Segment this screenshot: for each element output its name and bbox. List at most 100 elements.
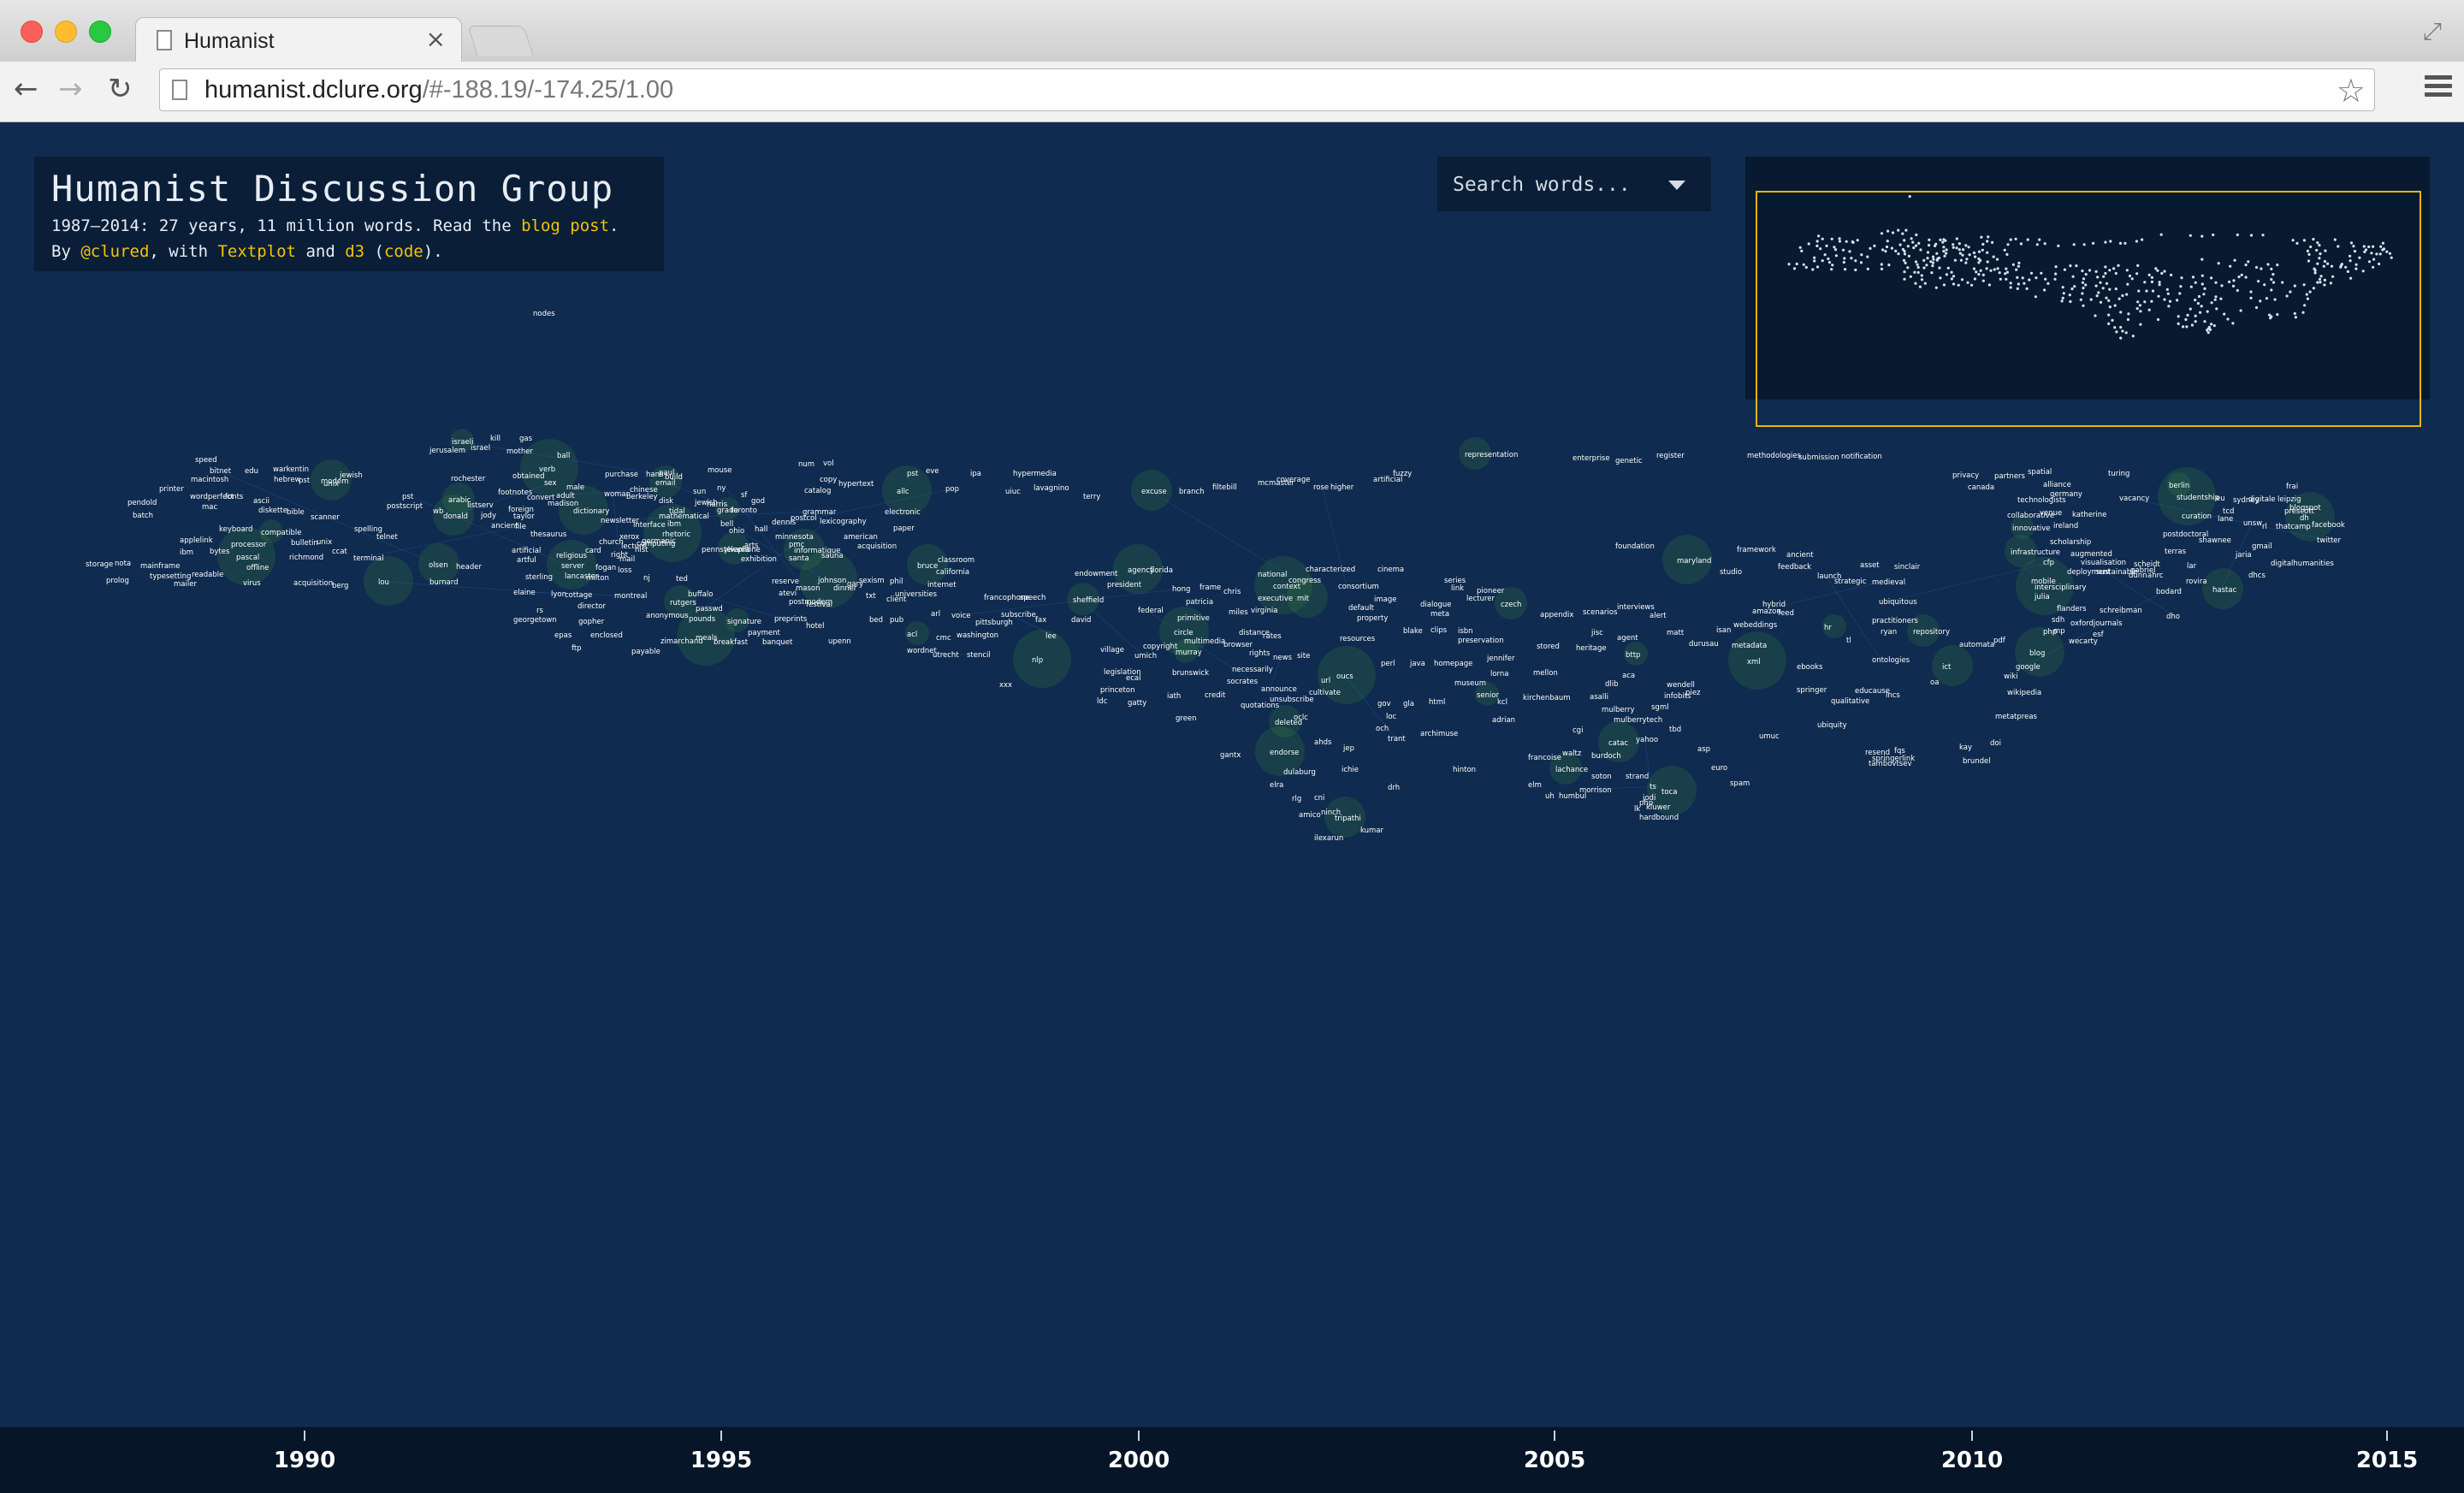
word-label[interactable]: leipzig: [2277, 495, 2301, 504]
word-label[interactable]: obtained: [512, 472, 545, 481]
word-label[interactable]: hans: [646, 471, 664, 479]
word-label[interactable]: jaria: [2235, 551, 2252, 560]
word-label[interactable]: email: [655, 479, 675, 488]
word-label[interactable]: tidal: [669, 507, 685, 516]
word-label[interactable]: kumar: [1360, 826, 1384, 835]
word-label[interactable]: umuc: [1759, 732, 1780, 741]
word-label[interactable]: flanders: [2057, 605, 2087, 613]
word-label[interactable]: purchase: [605, 471, 638, 479]
word-label[interactable]: url: [1321, 677, 1330, 685]
word-label[interactable]: copy: [820, 476, 837, 484]
word-label[interactable]: credit: [1205, 691, 1226, 700]
word-label[interactable]: och: [1376, 725, 1389, 733]
word-label[interactable]: php: [1639, 799, 1653, 808]
word-label[interactable]: endowment: [1075, 570, 1118, 578]
word-label[interactable]: terry: [1083, 493, 1100, 501]
word-label[interactable]: lancaster: [565, 572, 599, 581]
word-label[interactable]: georgetown: [513, 616, 557, 625]
word-label[interactable]: acquisition: [857, 542, 897, 551]
word-label[interactable]: thesaurus: [530, 530, 567, 539]
word-label[interactable]: clips: [1430, 626, 1448, 635]
word-label[interactable]: mulberrytech: [1614, 716, 1662, 725]
word-label[interactable]: canada: [1968, 483, 1994, 492]
word-label[interactable]: twitter: [2317, 536, 2342, 545]
word-label[interactable]: interviews: [1617, 603, 1655, 612]
word-label[interactable]: hebrew: [274, 476, 301, 484]
word-label[interactable]: dictionary: [573, 507, 609, 516]
word-label[interactable]: atevi: [779, 589, 797, 598]
word-label[interactable]: fqs: [1894, 747, 1905, 755]
word-label[interactable]: doi: [1990, 739, 2001, 748]
word-label[interactable]: wendell: [1667, 681, 1695, 690]
word-label[interactable]: ubiquity: [1817, 721, 1847, 730]
word-label[interactable]: telephone: [724, 546, 761, 554]
word-label[interactable]: nlp: [1032, 656, 1043, 665]
word-label[interactable]: wordnet: [907, 647, 938, 655]
word-label[interactable]: ahrc: [2147, 572, 2164, 580]
word-label[interactable]: ascii: [253, 497, 270, 506]
word-label[interactable]: cmc: [936, 634, 951, 643]
word-label[interactable]: upenn: [828, 637, 851, 646]
word-label[interactable]: wb: [433, 507, 443, 516]
word-label[interactable]: catalog: [804, 487, 831, 495]
word-label[interactable]: uiuc: [1005, 488, 1021, 496]
word-label[interactable]: uh: [1545, 792, 1555, 801]
word-label[interactable]: primitive: [1177, 614, 1210, 623]
word-label[interactable]: johnson: [817, 577, 846, 585]
word-label[interactable]: burnard: [429, 578, 458, 587]
word-label[interactable]: java: [1409, 660, 1425, 668]
word-label[interactable]: isbn: [1458, 627, 1473, 636]
word-label[interactable]: gary: [847, 580, 863, 589]
word-label[interactable]: consortium: [1338, 583, 1379, 591]
word-label[interactable]: sdh: [2052, 616, 2064, 625]
word-label[interactable]: zimarchand: [660, 637, 703, 646]
word-label[interactable]: ipa: [970, 470, 981, 478]
word-label[interactable]: village: [1100, 646, 1124, 655]
word-label[interactable]: dennis: [772, 518, 797, 527]
word-label[interactable]: god: [751, 497, 765, 506]
word-label[interactable]: property: [1357, 614, 1388, 623]
word-label[interactable]: california: [936, 568, 969, 577]
word-label[interactable]: bytes: [210, 548, 230, 556]
word-label[interactable]: pub: [890, 616, 903, 625]
word-label[interactable]: milton: [586, 574, 609, 583]
word-label[interactable]: printer: [159, 485, 184, 494]
word-label[interactable]: thatcamp: [2276, 523, 2311, 531]
word-label[interactable]: socrates: [1227, 678, 1259, 686]
word-label[interactable]: francoise: [1528, 754, 1561, 762]
word-label[interactable]: ict: [1942, 663, 1952, 672]
word-label[interactable]: lavagnino: [1034, 484, 1069, 493]
word-label[interactable]: fogan: [595, 564, 616, 572]
word-label[interactable]: mcmaster: [1258, 479, 1294, 488]
word-label[interactable]: hotel: [806, 622, 825, 631]
word-label[interactable]: lou: [378, 578, 389, 587]
word-label[interactable]: ted: [676, 575, 688, 584]
word-label[interactable]: kirchenbaum: [1523, 694, 1571, 702]
word-label[interactable]: rights: [1249, 649, 1270, 658]
word-label[interactable]: prolog: [106, 577, 129, 585]
word-label[interactable]: collaborative: [2007, 512, 2054, 520]
word-label[interactable]: preprints: [774, 615, 808, 624]
word-label[interactable]: pmc: [789, 541, 805, 549]
word-label[interactable]: blogspot: [2289, 504, 2321, 512]
word-label[interactable]: archimuse: [1420, 730, 1458, 738]
word-label[interactable]: ancient: [1786, 551, 1814, 560]
word-label[interactable]: scenarios: [1583, 608, 1618, 617]
word-label[interactable]: gas: [519, 435, 533, 443]
word-label[interactable]: exhibition: [741, 555, 777, 564]
word-label[interactable]: lachance: [1555, 766, 1588, 774]
word-label[interactable]: sterling: [525, 573, 553, 582]
word-label[interactable]: oclc: [1294, 714, 1308, 722]
word-label[interactable]: typesetting: [150, 572, 191, 581]
word-label[interactable]: germanic: [642, 537, 676, 546]
word-label[interactable]: hypertext: [838, 480, 874, 489]
word-label[interactable]: dh: [2300, 514, 2309, 523]
word-label[interactable]: studentship: [2177, 494, 2219, 502]
word-label[interactable]: olsen: [429, 561, 448, 570]
word-label[interactable]: jewish: [694, 499, 718, 507]
word-label[interactable]: fax: [1035, 616, 1046, 625]
word-label[interactable]: newsletter: [601, 517, 639, 525]
word-label[interactable]: elaine: [513, 589, 536, 597]
word-label[interactable]: nota: [115, 560, 131, 568]
word-label[interactable]: director: [578, 602, 607, 611]
